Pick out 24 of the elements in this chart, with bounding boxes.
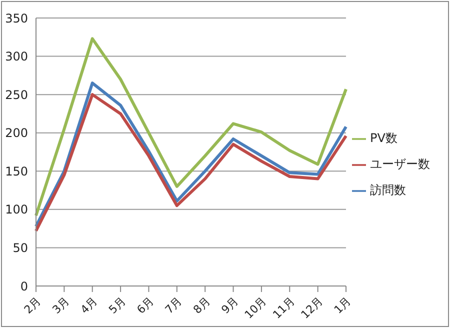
legend-label: ユーザー数 [370, 157, 430, 171]
x-tick-label: 1月 [332, 294, 354, 316]
y-tick-label: 200 [5, 126, 28, 140]
x-tick-label: 11月 [270, 294, 298, 322]
x-tick-label: 9月 [218, 294, 241, 316]
x-tick-label: 10月 [242, 294, 270, 322]
legend-label: 訪問数 [370, 183, 406, 197]
legend-label: PV数 [370, 131, 398, 145]
x-tick-label: 12月 [298, 294, 326, 322]
x-tick-label: 2月 [22, 294, 44, 316]
x-tick-label: 3月 [50, 294, 72, 316]
x-tick-label: 4月 [78, 294, 100, 316]
x-tick-label: 7月 [162, 294, 185, 316]
x-tick-label: 5月 [106, 294, 128, 316]
line-series [34, 37, 348, 218]
y-tick-label: 250 [5, 88, 28, 102]
y-tick-label: 350 [5, 11, 28, 26]
x-tick-label: 8月 [190, 294, 213, 316]
y-tick-label: 100 [5, 202, 28, 217]
y-tick-label: 300 [5, 50, 28, 64]
y-tick-label: 0 [20, 279, 28, 294]
y-tick-label: 150 [5, 164, 28, 178]
y-tick-label: 50 [12, 240, 28, 255]
x-tick-label: 6月 [134, 294, 156, 316]
